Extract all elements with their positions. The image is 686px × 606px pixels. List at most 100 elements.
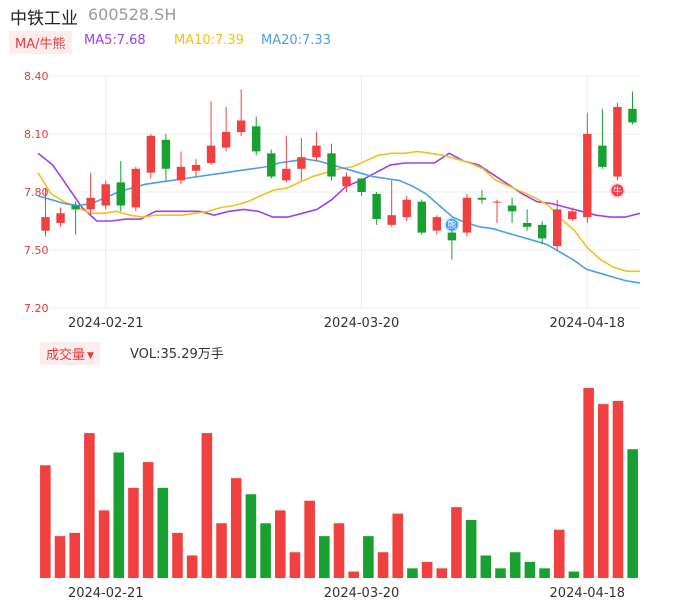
bull-signal-badge [611,184,624,197]
candle-body [462,197,472,233]
candle-body [41,217,50,231]
candle-body [402,199,411,218]
ma10-line [37,150,640,273]
volume-indicator-tag[interactable]: 成交量 ▼ [40,342,100,365]
candle-body [477,197,487,200]
volume-bar [553,529,565,578]
candle-body [387,215,396,225]
x-tick-label: 2024-03-20 [324,316,400,331]
candle-body [598,145,607,167]
candle-body [176,166,186,181]
y-tick-label: 7.50 [24,244,49,257]
ma5-label: MA5:7.68 [84,33,146,48]
volume-bar [69,532,80,578]
candle-body [432,217,442,231]
volume-bar [245,494,257,578]
volume-bar [480,555,492,578]
candle-body [101,184,110,206]
volume-bar [142,462,154,578]
volume-bar [465,520,477,578]
volume-bar [128,487,139,578]
volume-bar [612,400,624,578]
y-tick-label: 7.20 [24,302,49,315]
bear-signal-label: 熊 [447,219,456,231]
stock-code: 600528.SH [88,5,177,24]
candle-body [56,213,65,223]
candle-body [206,145,216,163]
ma10-label: MA10:7.39 [174,33,244,48]
candle-body [537,224,547,239]
volume-bar [201,433,213,578]
volume-bar [451,507,462,578]
candle-body [357,178,366,192]
candle-body [282,168,291,181]
candle-body [131,168,141,208]
candle-body [522,222,532,227]
volume-bar [627,449,638,578]
y-tick-label: 8.10 [24,128,49,141]
volume-bar [113,452,125,578]
volume-bar [363,536,374,578]
volume-bar [509,552,521,578]
candle-body [191,164,201,171]
candle-body [161,139,171,169]
candle-body [71,205,80,210]
volume-value-label: VOL:35.29万手 [130,347,224,362]
bear-signal-badge [445,218,458,231]
volume-bar [524,561,536,578]
x-tick-label: 2024-02-21 [68,316,144,331]
volume-bar [392,513,404,578]
candle-body [297,157,306,169]
volume-bar [377,552,389,578]
volume-bar [583,388,594,578]
candle-body [252,126,261,152]
volume-bar [40,465,51,578]
volume-bar [172,532,183,578]
candle-body [312,145,321,158]
volume-bar [421,561,433,578]
y-tick-label: 7.80 [24,186,49,199]
volume-bar [495,568,506,578]
candle-body [267,153,276,177]
volume-bar [260,523,271,578]
candle-body [507,205,517,212]
candle-body [372,193,381,220]
volume-tag-label: 成交量 [46,348,86,363]
x-tick-label: 2024-04-18 [550,586,626,601]
volume-bar [289,552,301,578]
ma5-line [37,152,641,222]
x-tick-label: 2024-02-21 [68,586,144,601]
ma-indicator-tag[interactable]: MA/牛熊 [9,31,72,54]
volume-bar [186,555,198,578]
candle-body [146,135,156,173]
volume-bar [333,523,345,578]
volume-bar [157,487,169,578]
candle-body [342,176,351,187]
stock-name: 中铁工业 [10,9,78,29]
caret-down-icon: ▼ [87,351,94,361]
volume-bar [598,404,609,578]
volume-bar [84,433,95,578]
ma20-label: MA20:7.33 [261,33,331,48]
candle-body [583,134,592,218]
candle-body [236,120,246,133]
candle-body [327,153,336,177]
x-tick-label: 2024-04-18 [550,316,626,331]
candle-body [116,182,125,206]
volume-bar [348,571,359,578]
volume-bar [568,571,580,578]
bull-signal-label: 牛 [613,185,622,197]
volume-bar [436,568,448,578]
ma20-line [37,158,641,284]
candle-body [568,211,577,220]
volume-bar [304,500,315,578]
candle-body [492,201,502,203]
candle-body [628,108,637,123]
volume-bar [407,568,418,578]
volume-bar [54,536,66,578]
candle-body [86,197,95,210]
volume-bar [539,568,550,578]
volume-bar [98,510,110,578]
candle-body [417,201,426,233]
